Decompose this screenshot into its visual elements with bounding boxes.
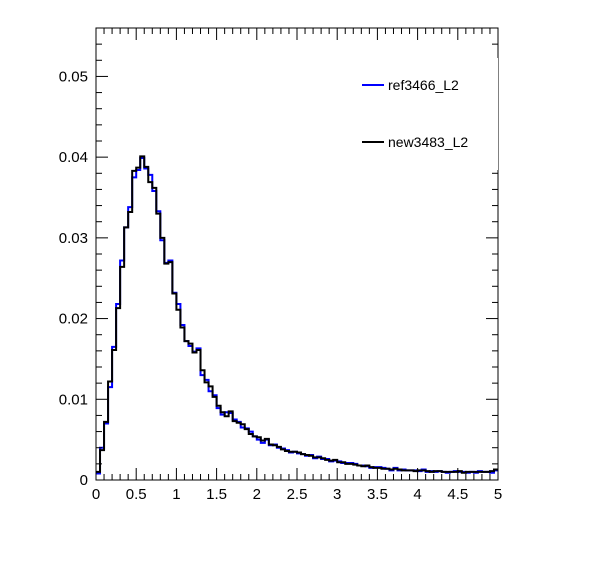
y-tick-label: 0.02 [59, 311, 88, 328]
series-line-new [96, 155, 498, 474]
x-tick-label: 3 [333, 486, 341, 503]
x-tick-label: 2.5 [287, 486, 308, 503]
y-tick-label: 0.03 [59, 230, 88, 247]
legend-box [358, 58, 498, 170]
y-tick-label: 0.04 [59, 149, 88, 166]
legend-label-ref: ref3466_L2 [388, 77, 459, 93]
x-tick-label: 0 [92, 486, 100, 503]
x-tick-label: 2 [253, 486, 261, 503]
y-tick-label: 0.01 [59, 391, 88, 408]
x-tick-label: 1.5 [206, 486, 227, 503]
y-tick-label: 0 [80, 472, 88, 489]
x-tick-label: 0.5 [126, 486, 147, 503]
x-tick-label: 4 [413, 486, 421, 503]
x-tick-label: 4.5 [447, 486, 468, 503]
x-tick-label: 1 [172, 486, 180, 503]
y-tick-label: 0.05 [59, 68, 88, 85]
x-tick-label: 3.5 [367, 486, 388, 503]
legend-label-new: new3483_L2 [388, 134, 468, 150]
legend: ref3466_L2 new3483_L2 [358, 58, 498, 170]
x-tick-label: 5 [494, 486, 502, 503]
